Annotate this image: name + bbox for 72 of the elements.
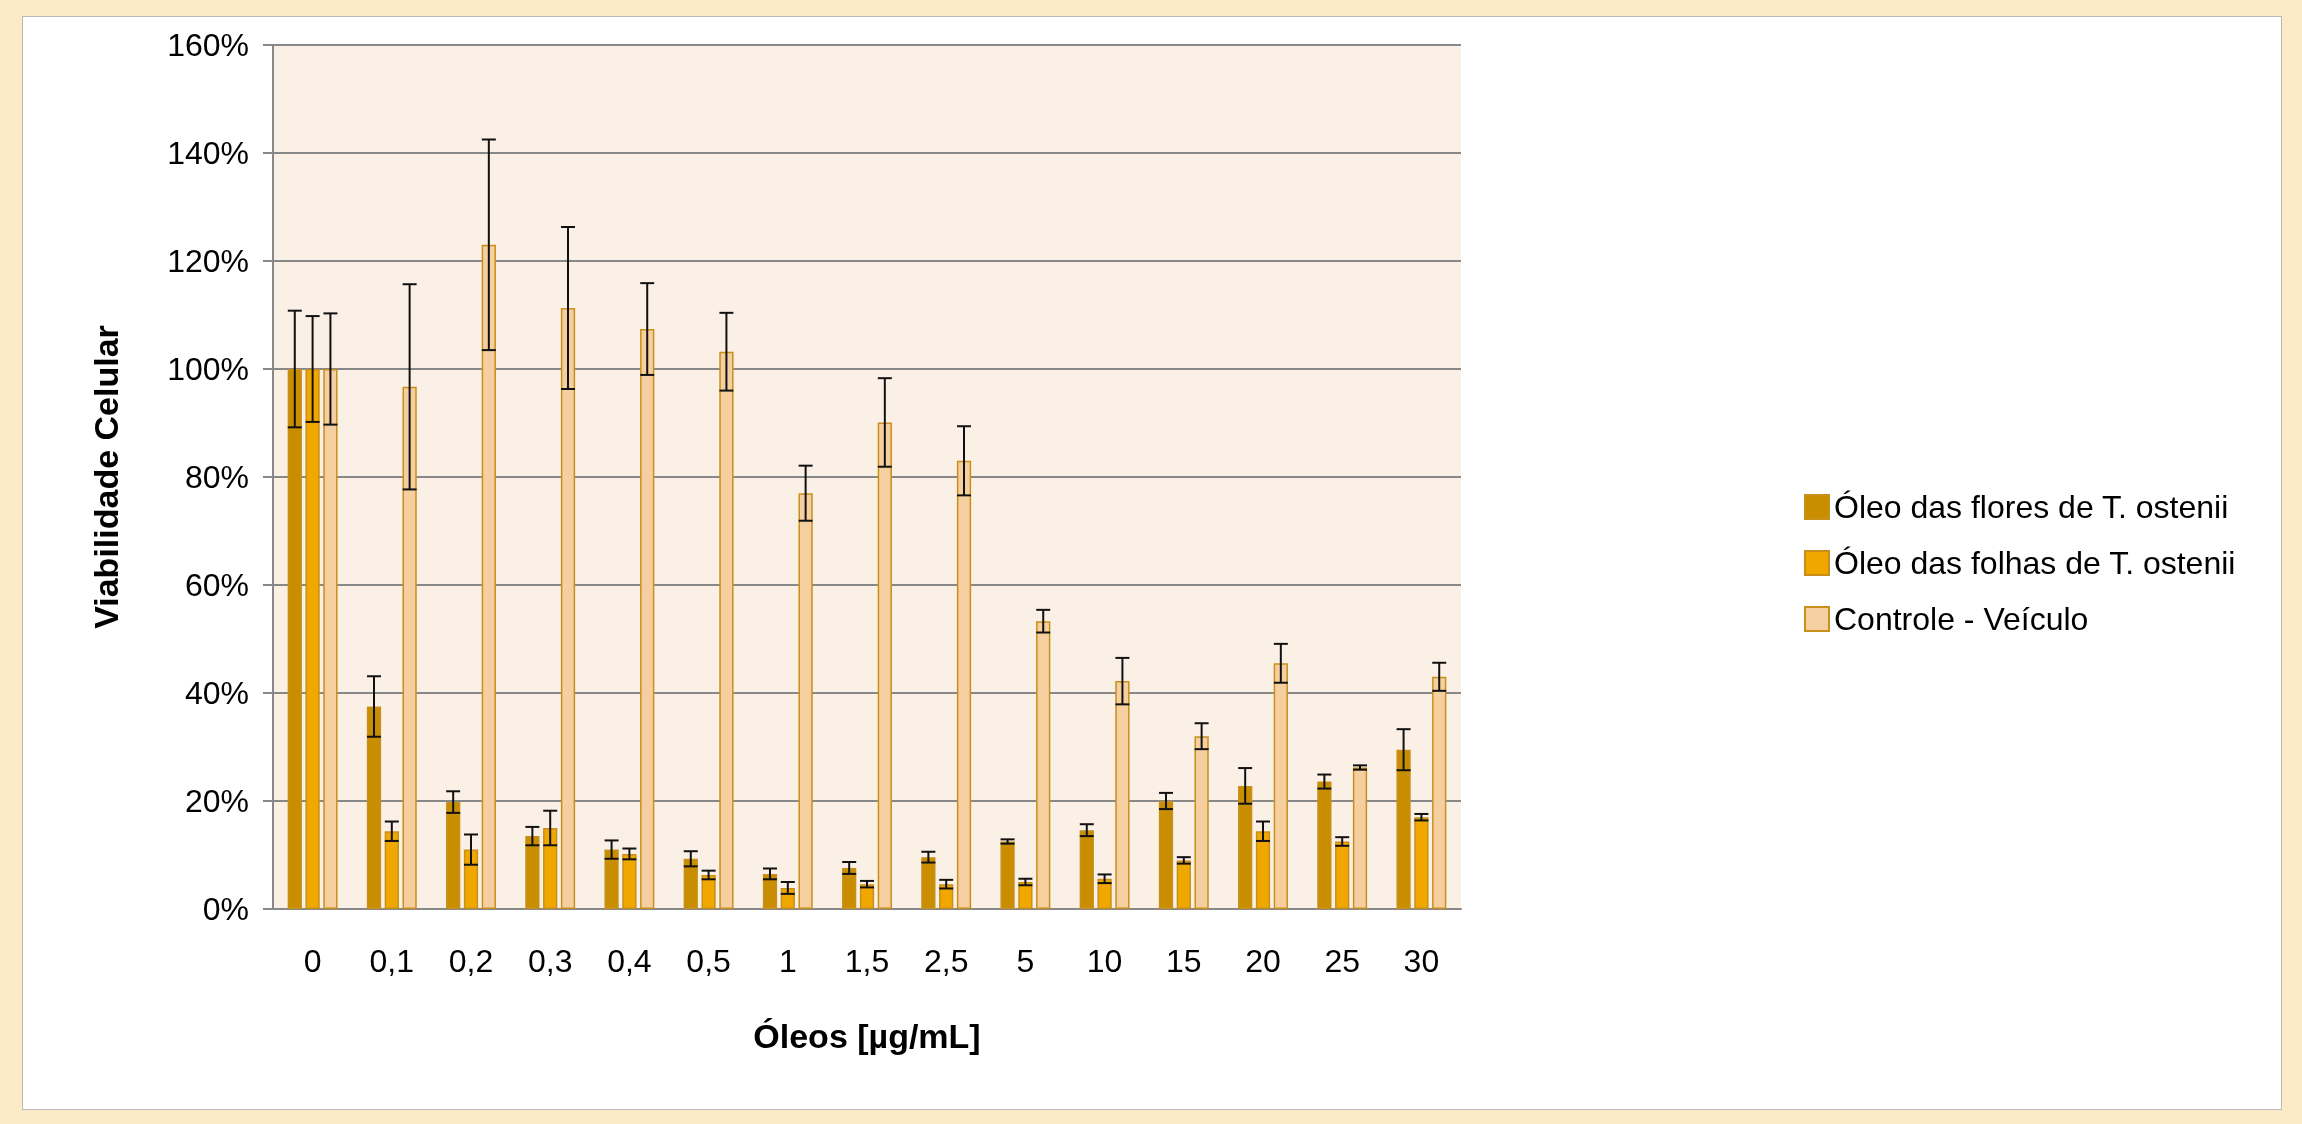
bar bbox=[622, 853, 637, 909]
bar bbox=[481, 244, 496, 909]
x-tick-label: 0,3 bbox=[527, 943, 573, 979]
bar bbox=[1176, 860, 1191, 909]
x-tick-label: 20 bbox=[1245, 943, 1281, 979]
bar bbox=[1432, 676, 1447, 909]
bar bbox=[1097, 878, 1112, 909]
y-tick-label: 60% bbox=[184, 567, 249, 603]
legend-label: Óleo das folhas de T. ostenii bbox=[1833, 545, 2236, 581]
bar bbox=[402, 386, 417, 909]
legend-label: Óleo das flores de T. ostenii bbox=[1833, 489, 2229, 525]
y-tick-label: 160% bbox=[167, 27, 249, 63]
bar bbox=[798, 493, 813, 909]
bar bbox=[323, 369, 338, 909]
x-tick-label: 5 bbox=[1016, 943, 1035, 979]
bar bbox=[1414, 817, 1429, 909]
bar bbox=[1018, 882, 1033, 909]
x-tick-label: 0,4 bbox=[607, 943, 652, 979]
x-tick-label: 0 bbox=[303, 943, 322, 979]
bar bbox=[305, 369, 320, 909]
bar bbox=[719, 351, 734, 909]
bar bbox=[604, 849, 619, 909]
bar bbox=[877, 422, 892, 909]
x-tick-label: 25 bbox=[1324, 943, 1360, 979]
bar bbox=[1000, 841, 1015, 909]
bar bbox=[842, 867, 857, 909]
bar bbox=[1317, 781, 1332, 909]
bar bbox=[1335, 841, 1350, 909]
bar bbox=[1079, 830, 1094, 909]
bar bbox=[287, 369, 302, 909]
x-tick-label: 0,1 bbox=[369, 943, 415, 979]
y-tick-label: 80% bbox=[184, 459, 249, 495]
y-tick-label: 0% bbox=[202, 891, 249, 927]
bar bbox=[366, 706, 382, 909]
bar bbox=[1255, 831, 1271, 909]
bar bbox=[446, 802, 461, 909]
y-tick-label: 20% bbox=[184, 783, 249, 819]
bar bbox=[1036, 621, 1051, 909]
y-tick-label: 40% bbox=[184, 675, 249, 711]
bar bbox=[1115, 681, 1130, 909]
bar bbox=[525, 836, 540, 909]
bar bbox=[1158, 801, 1174, 909]
x-axis-title: Óleos [µg/mL] bbox=[753, 1017, 981, 1055]
bar bbox=[543, 828, 558, 909]
bar bbox=[939, 884, 954, 909]
bar bbox=[1194, 736, 1209, 909]
bar bbox=[640, 329, 655, 909]
bar bbox=[921, 857, 936, 909]
bar bbox=[956, 460, 972, 909]
bar bbox=[560, 307, 576, 909]
bar bbox=[1396, 749, 1411, 909]
x-tick-label: 0,2 bbox=[448, 943, 494, 979]
legend-label: Controle - Veículo bbox=[1833, 601, 2089, 637]
bar bbox=[384, 831, 399, 909]
y-axis-title: Viabilidade Celular bbox=[87, 325, 125, 629]
x-tick-label: 1 bbox=[778, 943, 797, 979]
y-tick-label: 100% bbox=[167, 351, 249, 387]
x-tick-label: 30 bbox=[1403, 943, 1440, 979]
bar bbox=[1238, 785, 1253, 909]
y-tick-label: 120% bbox=[167, 243, 249, 279]
bar bbox=[1273, 663, 1288, 909]
x-tick-label: 15 bbox=[1166, 943, 1202, 979]
x-tick-label: 2,5 bbox=[923, 943, 969, 979]
y-tick-label: 140% bbox=[167, 135, 249, 171]
bar bbox=[683, 858, 698, 909]
bar bbox=[701, 874, 716, 909]
x-tick-label: 10 bbox=[1086, 943, 1123, 979]
x-tick-label: 1,5 bbox=[844, 943, 890, 979]
bar bbox=[762, 873, 778, 909]
bar bbox=[1352, 767, 1368, 909]
bar bbox=[859, 884, 875, 909]
x-tick-label: 0,5 bbox=[686, 943, 731, 979]
